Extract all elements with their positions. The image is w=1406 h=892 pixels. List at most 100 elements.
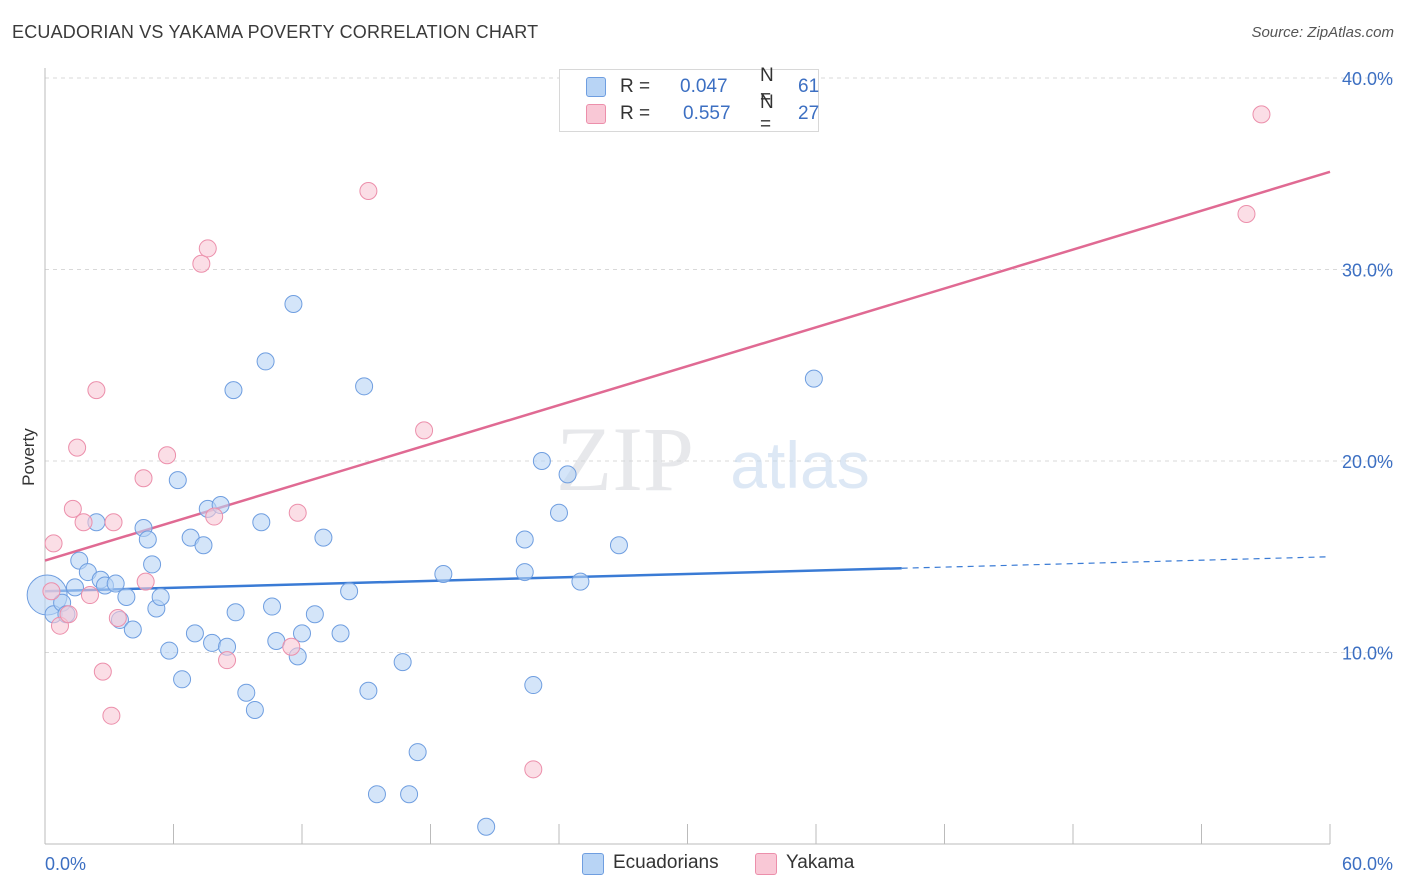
yakama-point bbox=[192, 254, 211, 273]
x-tick-label: 0.0% bbox=[45, 854, 86, 874]
ecuadorian-point bbox=[804, 369, 823, 388]
ecuadorian-point bbox=[393, 653, 412, 672]
ecuadorian-trend-line bbox=[44, 566, 902, 593]
ecuadorian-point bbox=[571, 572, 590, 591]
ecuadorian-point bbox=[477, 817, 496, 836]
ecuadorian-point bbox=[203, 633, 222, 652]
ecuadorian-point bbox=[263, 597, 282, 616]
pink-swatch bbox=[755, 853, 777, 875]
ecuadorian-point bbox=[609, 536, 628, 555]
stats-legend: R = 0.047 N = 61 R = 0.557 N = 27 bbox=[559, 65, 820, 135]
legend-label: Ecuadorians bbox=[613, 852, 719, 873]
data-points bbox=[26, 105, 1271, 836]
yakama-point bbox=[359, 181, 378, 200]
blue-swatch bbox=[586, 77, 606, 97]
y-tick-label: 20.0% bbox=[1342, 452, 1393, 472]
ecuadorian-point bbox=[143, 555, 162, 574]
ecuadorian-point bbox=[550, 503, 568, 522]
yakama-point bbox=[288, 503, 307, 522]
yakama-point bbox=[102, 706, 121, 725]
yakama-point bbox=[282, 637, 301, 656]
yakama-point bbox=[44, 534, 63, 553]
yakama-point bbox=[136, 572, 155, 591]
y-tick-label: 10.0% bbox=[1342, 644, 1393, 664]
n-value: 61 bbox=[798, 76, 820, 97]
tick-labels: 10.0% 20.0% 30.0% 40.0% 0.0% 60.0% bbox=[45, 69, 1393, 874]
ecuadorian-point bbox=[252, 513, 271, 532]
ecuadorian-point bbox=[106, 574, 125, 593]
y-axis-label: Poverty bbox=[19, 428, 38, 486]
yakama-point bbox=[134, 469, 153, 488]
ecuadorian-point bbox=[340, 582, 359, 601]
yakama-point bbox=[68, 438, 87, 457]
yakama-point bbox=[93, 662, 112, 681]
legend-label: Yakama bbox=[786, 852, 855, 873]
ecuadorian-point bbox=[515, 530, 534, 549]
ecuadorian-point bbox=[293, 624, 311, 643]
r-value: 0.047 bbox=[680, 76, 728, 97]
chart-source: Source: ZipAtlas.com bbox=[1251, 24, 1394, 41]
n-label: N = bbox=[760, 65, 774, 108]
yakama-point bbox=[205, 507, 224, 526]
ecuadorian-point bbox=[237, 683, 256, 702]
yakama-point bbox=[42, 582, 61, 601]
n-value: 27 bbox=[798, 103, 820, 124]
ecuadorian-point bbox=[245, 700, 264, 719]
n-label: N = bbox=[760, 92, 774, 135]
ecuadorian-point bbox=[224, 381, 243, 400]
ecuadorian-point bbox=[168, 471, 187, 490]
chart-title: ECUADORIAN VS YAKAMA POVERTY CORRELATION… bbox=[12, 22, 539, 42]
ecuadorian-point bbox=[160, 641, 179, 660]
gridlines bbox=[45, 77, 1393, 653]
yakama-point bbox=[87, 381, 106, 400]
yakama-point bbox=[104, 513, 123, 532]
ecuadorian-point bbox=[65, 578, 84, 597]
r-label: R = bbox=[620, 76, 651, 97]
yakama-point bbox=[158, 446, 177, 465]
blue-swatch bbox=[582, 853, 604, 875]
x-tick-label: 60.0% bbox=[1342, 854, 1393, 874]
r-label: R = bbox=[620, 103, 651, 124]
y-tick-label: 40.0% bbox=[1342, 69, 1393, 89]
ecuadorian-point bbox=[515, 563, 534, 582]
ecuadorian-point bbox=[151, 587, 170, 606]
yakama-point bbox=[218, 651, 237, 670]
ecuadorian-trend-extension bbox=[901, 556, 1331, 569]
yakama-trend-line bbox=[44, 170, 1331, 562]
ecuadorian-point bbox=[185, 624, 204, 643]
yakama-point bbox=[1237, 204, 1256, 223]
ecuadorian-point bbox=[117, 587, 136, 606]
ecuadorian-point bbox=[400, 785, 419, 804]
ecuadorian-point bbox=[532, 452, 551, 470]
yakama-point bbox=[108, 609, 127, 628]
yakama-point bbox=[74, 513, 93, 532]
yakama-point bbox=[524, 760, 543, 779]
ecuadorian-point bbox=[355, 377, 374, 396]
r-value: 0.557 bbox=[683, 103, 731, 124]
y-tick-label: 30.0% bbox=[1342, 261, 1393, 281]
yakama-point bbox=[1252, 105, 1271, 124]
ecuadorian-point bbox=[434, 564, 453, 583]
ecuadorian-point bbox=[173, 670, 192, 689]
axes bbox=[44, 68, 1331, 845]
ecuadorian-point bbox=[305, 605, 324, 624]
yakama-point bbox=[63, 499, 82, 518]
trend-lines bbox=[44, 170, 1331, 593]
ecuadorian-point bbox=[558, 465, 577, 484]
watermark-atlas: atlas bbox=[730, 428, 869, 502]
ecuadorian-point bbox=[284, 294, 303, 313]
ecuadorian-point bbox=[256, 352, 275, 371]
yakama-point bbox=[198, 239, 217, 258]
ecuadorian-point bbox=[331, 624, 350, 643]
ecuadorian-point bbox=[367, 785, 386, 804]
ecuadorian-point bbox=[267, 632, 286, 651]
pink-swatch bbox=[586, 104, 606, 124]
yakama-point bbox=[80, 586, 99, 605]
watermark-zip: ZIP bbox=[556, 408, 694, 510]
ecuadorian-point bbox=[138, 530, 157, 549]
ecuadorian-point bbox=[359, 681, 378, 700]
ecuadorian-point bbox=[226, 603, 245, 622]
ecuadorian-point bbox=[314, 528, 333, 547]
ecuadorian-point bbox=[524, 676, 543, 695]
